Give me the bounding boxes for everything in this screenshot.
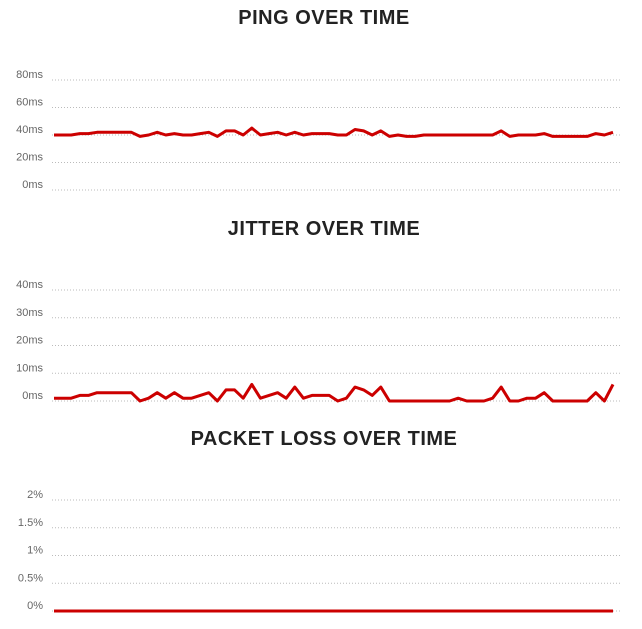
y-tick-label: 40ms [16,124,43,136]
chart-title: PACKET LOSS OVER TIME [191,428,458,450]
data-line [54,126,614,138]
y-tick-label: 40ms [16,279,43,291]
data-line [54,382,615,403]
y-tick-label: 30ms [16,307,43,319]
y-tick-label: 80ms [16,69,43,81]
y-tick-label: 0ms [22,390,43,402]
y-tick-label: 20ms [16,152,43,164]
y-tick-label: 10ms [16,362,43,374]
y-tick-label: 1.5% [18,517,43,529]
y-tick-label: 20ms [16,335,43,347]
chart-title: PING OVER TIME [238,7,409,29]
chart-title: JITTER OVER TIME [228,218,420,240]
y-tick-label: 60ms [16,97,43,109]
y-tick-label: 1% [27,545,43,557]
y-tick-label: 0% [27,600,43,612]
y-tick-label: 2% [27,489,43,501]
y-tick-label: 0.5% [18,572,43,584]
y-tick-label: 0ms [22,179,43,191]
